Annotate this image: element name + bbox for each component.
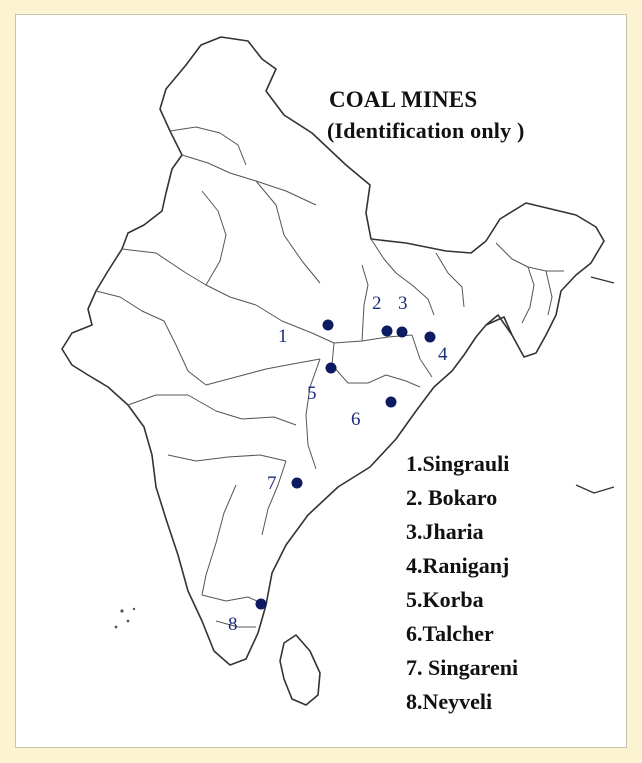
india-border <box>61 36 605 666</box>
legend-item: 1.Singrauli <box>406 451 510 476</box>
mine-marker-talcher <box>385 396 397 408</box>
mine-number-7: 7 <box>267 473 277 494</box>
mine-number-8: 8 <box>228 614 238 635</box>
legend-item: 5.Korba <box>406 587 484 612</box>
mine-number-labels: 1 2 3 4 5 6 7 8 <box>228 293 448 635</box>
mine-legend: 1.Singrauli 2. Bokaro 3.Jharia 4.Ranigan… <box>406 447 518 719</box>
india-outline-map: 1 2 3 4 5 6 7 8 <box>61 36 615 706</box>
mine-marker-neyveli <box>255 598 267 610</box>
legend-item: 6.Talcher <box>406 621 494 646</box>
legend-item: 7. Singareni <box>406 655 519 680</box>
legend-item: 2. Bokaro <box>406 485 498 510</box>
map-subtitle: (Identification only ) <box>327 118 525 143</box>
mine-number-2: 2 <box>372 293 382 314</box>
mine-markers <box>255 319 436 610</box>
sri-lanka-outline <box>279 634 321 706</box>
mine-number-1: 1 <box>278 326 288 347</box>
legend-item: 8.Neyveli <box>406 689 493 714</box>
mine-number-5: 5 <box>307 383 317 404</box>
map-title: COAL MINES <box>329 87 478 112</box>
mine-marker-raniganj <box>424 331 436 343</box>
mine-number-3: 3 <box>398 293 408 314</box>
mine-marker-bokaro <box>381 325 393 337</box>
mine-marker-korba <box>325 362 337 374</box>
legend-item: 4.Raniganj <box>406 553 510 578</box>
mine-marker-singrauli <box>322 319 334 331</box>
mine-number-6: 6 <box>351 409 361 430</box>
mine-marker-jharia <box>396 326 408 338</box>
mine-number-4: 4 <box>438 344 448 365</box>
mine-marker-singareni <box>291 477 303 489</box>
legend-item: 3.Jharia <box>406 519 484 544</box>
map-frame: 1 2 3 4 5 6 7 8 COAL MINES (Identificati… <box>15 14 627 748</box>
